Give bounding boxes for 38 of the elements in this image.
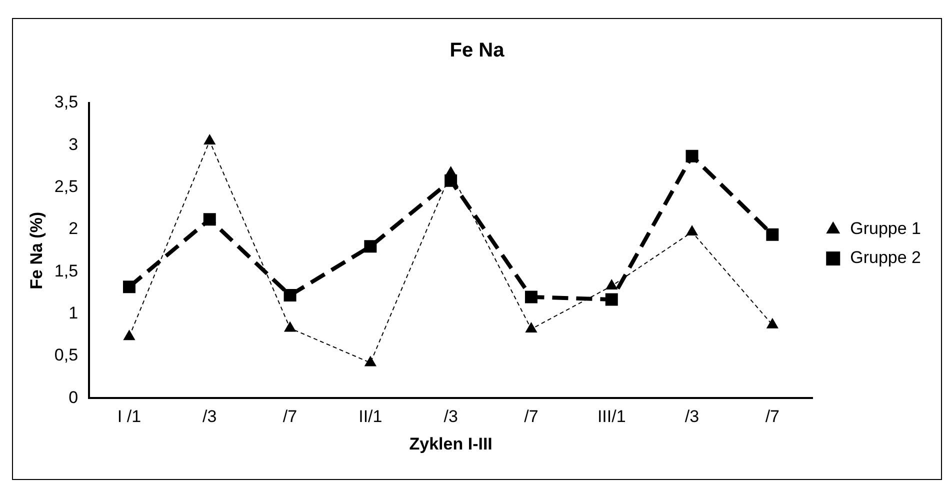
x-tick-label: II/1 (358, 407, 382, 426)
x-tick-label: /3 (684, 407, 700, 426)
point (686, 150, 698, 162)
x-tick-label: /7 (282, 407, 298, 426)
legend-label: Gruppe 2 (850, 248, 922, 268)
y-tick-label: 0,5 (54, 346, 78, 365)
point (364, 240, 377, 253)
point (284, 289, 296, 302)
point (605, 293, 618, 306)
point (526, 322, 537, 333)
point (203, 213, 216, 226)
x-axis-title: Zyklen I-III (409, 434, 492, 454)
y-tick-label: 1,5 (54, 261, 78, 280)
y-tick-label: 1 (68, 304, 78, 323)
point (364, 356, 376, 366)
y-axis-title: Fe Na (%) (26, 212, 46, 290)
point (445, 166, 457, 177)
point (766, 228, 779, 241)
y-tick-label: 2 (68, 219, 78, 238)
x-tick-label: /3 (202, 407, 217, 426)
point (686, 226, 698, 236)
point (124, 330, 135, 340)
legend-label: Gruppe 1 (850, 219, 922, 238)
x-tick-label: /7 (524, 407, 538, 426)
x-tick-label: I /1 (117, 407, 142, 426)
chart-title: Fe Na (450, 40, 506, 62)
point (766, 318, 778, 328)
x-tick-label: III/1 (597, 407, 626, 426)
x-tick-label: /7 (765, 407, 780, 426)
x-tick-label: /3 (444, 407, 458, 426)
point (284, 322, 296, 332)
y-tick-label: 3 (68, 134, 78, 154)
point (122, 280, 136, 294)
y-tick-label: 0 (68, 388, 78, 407)
y-tick-label: 3,5 (54, 92, 78, 112)
point (606, 280, 618, 290)
point (524, 290, 538, 304)
y-tick-label: 2,5 (54, 177, 78, 196)
